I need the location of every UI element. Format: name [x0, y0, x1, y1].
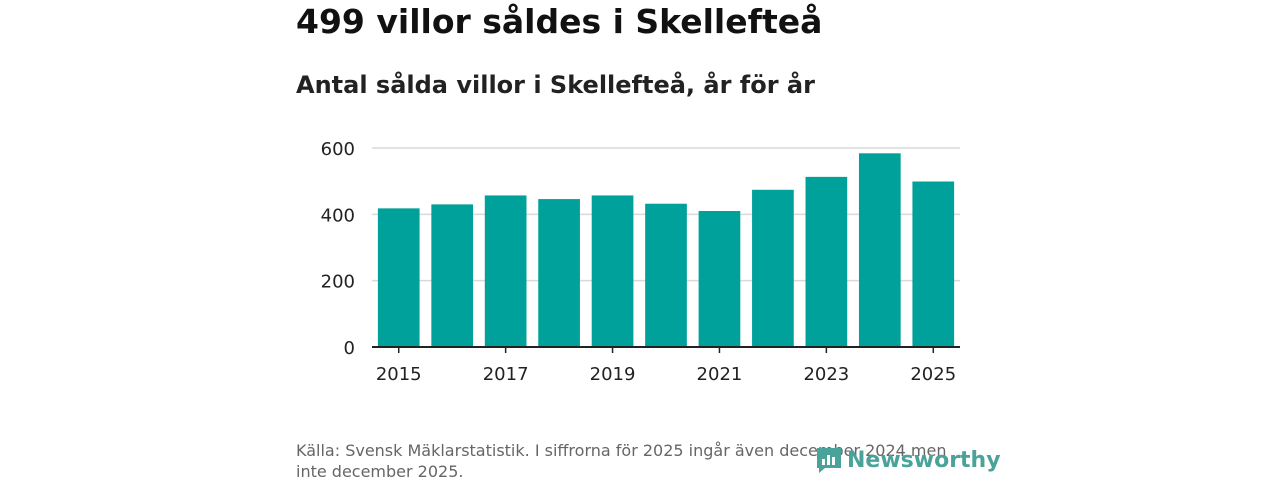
bar-2025 — [912, 181, 955, 347]
x-tick-label: 2015 — [376, 364, 422, 385]
bar-2019 — [591, 195, 634, 347]
bar-2015 — [377, 208, 420, 347]
y-axis-ticks: 0 200 400 600 — [321, 139, 355, 359]
bar-2020 — [645, 203, 687, 347]
chart-title: 499 villor såldes i Skellefteå — [296, 2, 823, 41]
bar-2024 — [858, 153, 901, 347]
y-tick-label: 200 — [321, 272, 355, 293]
brand-logo: Newsworthy — [815, 446, 1001, 474]
bars — [377, 153, 955, 347]
y-tick-label: 600 — [321, 139, 355, 160]
chart-subtitle: Antal sålda villor i Skellefteå, år för … — [296, 71, 815, 99]
y-tick-label: 0 — [344, 338, 355, 359]
bar-2021 — [698, 211, 741, 347]
x-axis-ticks: 2015 2017 2019 2021 2023 2025 — [376, 347, 956, 385]
source-note: Källa: Svensk Mäklarstatistik. I siffror… — [296, 441, 947, 481]
x-tick-label: 2021 — [697, 364, 743, 385]
brand-name: Newsworthy — [847, 447, 1001, 473]
bar-2022 — [752, 189, 794, 347]
newsworthy-logo-icon — [817, 448, 841, 473]
y-tick-label: 400 — [321, 205, 355, 226]
bar-chart: 0 200 400 600 2015 2017 2019 2021 2023 2025 — [321, 139, 960, 385]
x-tick-label: 2019 — [590, 364, 636, 385]
bar-2023 — [805, 176, 848, 347]
x-tick-label: 2017 — [483, 364, 529, 385]
bar-2017 — [484, 195, 527, 347]
x-tick-label: 2025 — [910, 364, 956, 385]
bar-2016 — [431, 204, 474, 347]
x-tick-label: 2023 — [803, 364, 849, 385]
bar-2018 — [538, 199, 580, 347]
